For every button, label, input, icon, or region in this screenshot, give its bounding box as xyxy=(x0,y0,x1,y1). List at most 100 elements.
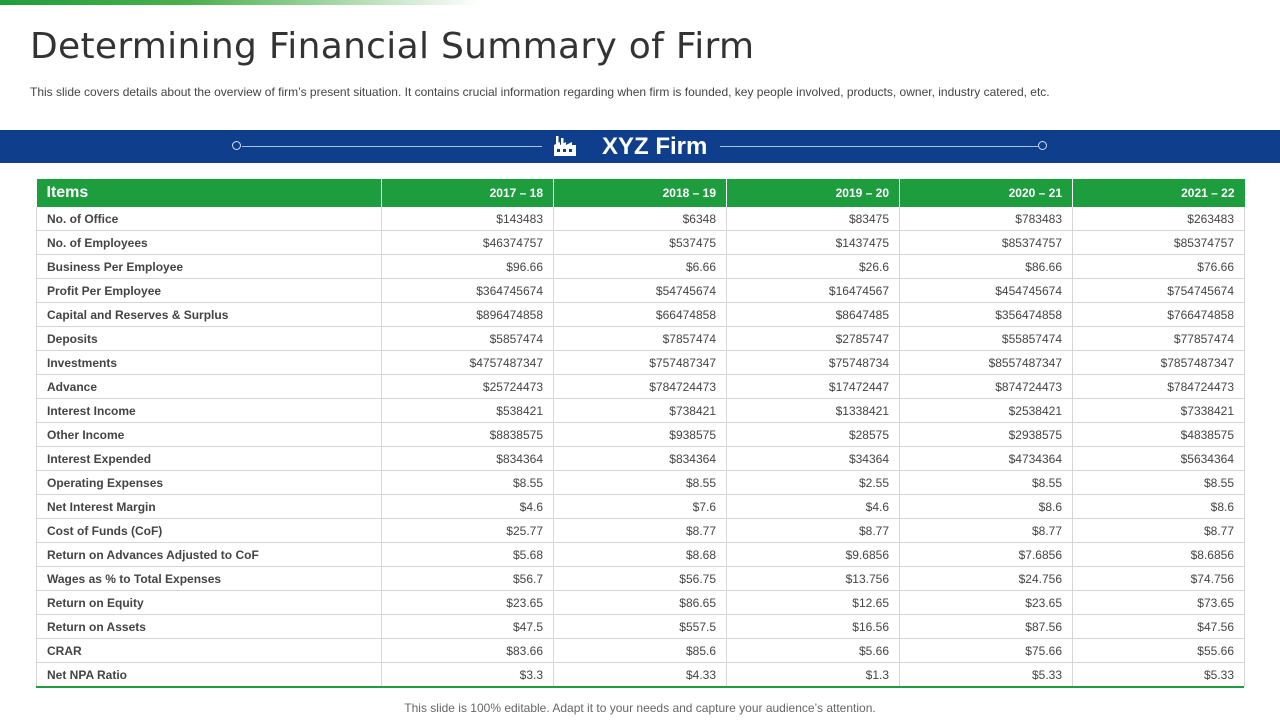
table-cell: $754745674 xyxy=(1072,278,1245,303)
table-cell: $56.75 xyxy=(553,566,727,591)
table-cell: $55.66 xyxy=(1072,638,1245,663)
table-cell: $4838575 xyxy=(1072,422,1245,447)
table-cell: $8.68 xyxy=(553,542,727,567)
table-cell: $87.56 xyxy=(899,614,1073,639)
table-cell: $73.65 xyxy=(1072,590,1245,615)
row-label: Interest Expended xyxy=(36,446,382,471)
table-cell: $896474858 xyxy=(381,302,554,327)
table-row: Return on Assets $47.5 $557.5 $16.56 $87.56 $… xyxy=(36,614,1245,639)
table-cell: $938575 xyxy=(553,422,727,447)
banner-left-dot xyxy=(232,141,241,150)
table-cell: $7.6856 xyxy=(899,542,1073,567)
table-cell: $47.5 xyxy=(381,614,554,639)
table-cell: $7.6 xyxy=(553,494,727,519)
table-cell: $28575 xyxy=(726,422,900,447)
table-cell: $557.5 xyxy=(553,614,727,639)
table-cell: $454745674 xyxy=(899,278,1073,303)
firm-banner: XYZ Firm xyxy=(0,130,1280,163)
table-row: Return on Equity $23.65 $86.65 $12.65 $23.65… xyxy=(36,590,1245,615)
page-subtitle: This slide covers details about the over… xyxy=(30,85,1050,99)
table-row: Interest Income $538421 $738421 $1338421 $25… xyxy=(36,398,1245,423)
column-header-2019-20: 2019 – 20 xyxy=(726,179,900,207)
row-label: CRAR xyxy=(36,638,382,663)
table-cell: $85374757 xyxy=(1072,230,1245,255)
table-cell: $757487347 xyxy=(553,350,727,375)
table-cell: $1338421 xyxy=(726,398,900,423)
table-cell: $834364 xyxy=(553,446,727,471)
row-label: Operating Expenses xyxy=(36,470,382,495)
table-cell: $76.66 xyxy=(1072,254,1245,279)
table-cell: $7857487347 xyxy=(1072,350,1245,375)
table-cell: $8.77 xyxy=(899,518,1073,543)
table-row: CRAR $83.66 $85.6 $5.66 $75.66 $55.66 xyxy=(36,638,1245,663)
column-header-2017-18: 2017 – 18 xyxy=(381,179,554,207)
row-label: Business Per Employee xyxy=(36,254,382,279)
table-cell: $8.77 xyxy=(726,518,900,543)
row-label: Profit Per Employee xyxy=(36,278,382,303)
table-row: Return on Advances Adjusted to CoF $5.68 $… xyxy=(36,542,1245,567)
row-label: Net NPA Ratio xyxy=(36,662,382,686)
row-label: Return on Advances Adjusted to CoF xyxy=(36,542,382,567)
table-row: Other Income $8838575 $938575 $28575 $293857… xyxy=(36,422,1245,447)
table-cell: $8.6 xyxy=(899,494,1073,519)
table-cell: $738421 xyxy=(553,398,727,423)
table-cell: $47.56 xyxy=(1072,614,1245,639)
table-cell: $8.6856 xyxy=(1072,542,1245,567)
table-cell: $4.6 xyxy=(726,494,900,519)
row-label: Advance xyxy=(36,374,382,399)
row-label: Return on Assets xyxy=(36,614,382,639)
financial-summary-table-wrap: Items 2017 – 18 2018 – 19 2019 – 20 2020… xyxy=(36,179,1245,688)
table-cell: $77857474 xyxy=(1072,326,1245,351)
table-row: Capital and Reserves & Surplus $896474858… xyxy=(36,302,1245,327)
row-label: Other Income xyxy=(36,422,382,447)
table-body: No. of Office $143483 $6348 $83475 $783483 $2… xyxy=(36,207,1245,686)
row-label: Investments xyxy=(36,350,382,375)
table-cell: $4734364 xyxy=(899,446,1073,471)
table-cell: $537475 xyxy=(553,230,727,255)
table-cell: $54745674 xyxy=(553,278,727,303)
table-cell: $7338421 xyxy=(1072,398,1245,423)
accent-bar xyxy=(0,0,480,5)
table-cell: $7857474 xyxy=(553,326,727,351)
row-label: Capital and Reserves & Surplus xyxy=(36,302,382,327)
table-row: No. of Employees $46374757 $537475 $1437475… xyxy=(36,230,1245,255)
table-cell: $66474858 xyxy=(553,302,727,327)
table-cell: $75.66 xyxy=(899,638,1073,663)
table-row: Investments $4757487347 $757487347 $7574873… xyxy=(36,350,1245,375)
table-cell: $8.55 xyxy=(899,470,1073,495)
table-cell: $2538421 xyxy=(899,398,1073,423)
table-cell: $25.77 xyxy=(381,518,554,543)
table-row: Net NPA Ratio $3.3 $4.33 $1.3 $5.33 $5.33 xyxy=(36,662,1245,686)
table-header-row: Items 2017 – 18 2018 – 19 2019 – 20 2020… xyxy=(36,179,1245,207)
row-label: Return on Equity xyxy=(36,590,382,615)
table-row: Wages as % to Total Expenses $56.7 $56.75 $… xyxy=(36,566,1245,591)
page-title: Determining Financial Summary of Firm xyxy=(30,26,755,67)
table-cell: $8.55 xyxy=(1072,470,1245,495)
table-row: Deposits $5857474 $7857474 $2785747 $5585747… xyxy=(36,326,1245,351)
row-label: No. of Employees xyxy=(36,230,382,255)
table-row: Business Per Employee $96.66 $6.66 $26.6 $86… xyxy=(36,254,1245,279)
table-cell: $5.68 xyxy=(381,542,554,567)
row-label: Net Interest Margin xyxy=(36,494,382,519)
banner-title: XYZ Firm xyxy=(602,133,708,160)
table-cell: $46374757 xyxy=(381,230,554,255)
column-header-2018-19: 2018 – 19 xyxy=(553,179,727,207)
table-cell: $25724473 xyxy=(381,374,554,399)
table-cell: $5.66 xyxy=(726,638,900,663)
table-cell: $1.3 xyxy=(726,662,900,686)
table-cell: $23.65 xyxy=(381,590,554,615)
table-cell: $34364 xyxy=(726,446,900,471)
table-row: Advance $25724473 $784724473 $17472447 $8747… xyxy=(36,374,1245,399)
table-cell: $5.33 xyxy=(1072,662,1245,686)
table-cell: $4757487347 xyxy=(381,350,554,375)
table-cell: $364745674 xyxy=(381,278,554,303)
table-cell: $56.7 xyxy=(381,566,554,591)
table-row: Profit Per Employee $364745674 $54745674 $1… xyxy=(36,278,1245,303)
banner-right-line xyxy=(720,146,1038,147)
table-cell: $5857474 xyxy=(381,326,554,351)
table-cell: $8557487347 xyxy=(899,350,1073,375)
table-cell: $1437475 xyxy=(726,230,900,255)
table-cell: $13.756 xyxy=(726,566,900,591)
column-header-items: Items xyxy=(36,179,382,207)
table-row: Operating Expenses $8.55 $8.55 $2.55 $8.55 $8… xyxy=(36,470,1245,495)
